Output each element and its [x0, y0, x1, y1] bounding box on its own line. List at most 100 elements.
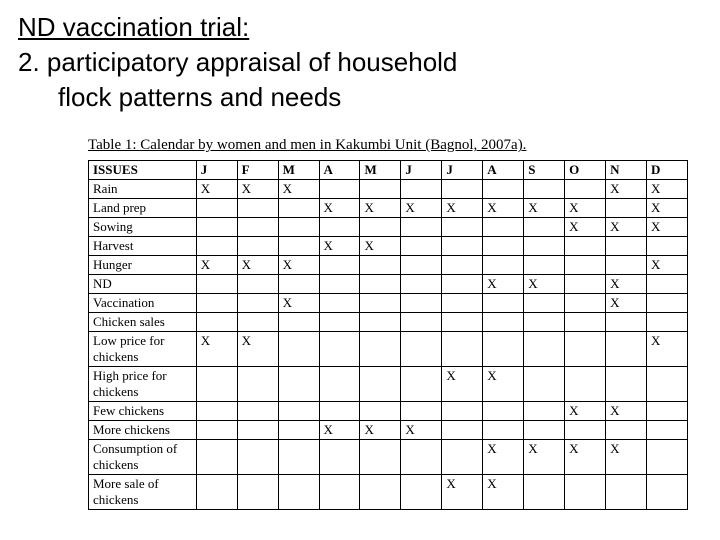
header-month: J [196, 161, 237, 180]
table-cell [319, 440, 360, 475]
table-cell [606, 313, 647, 332]
table-cell [237, 275, 278, 294]
table-cell [483, 256, 524, 275]
table-cell [319, 275, 360, 294]
table-cell: X [360, 237, 401, 256]
table-body: RainXXXXXLand prepXXXXXXXXSowingXXXHarve… [89, 180, 688, 510]
table-cell: X [647, 332, 688, 367]
table-cell [278, 237, 319, 256]
table-cell [606, 475, 647, 510]
table-cell [278, 199, 319, 218]
table-cell [647, 475, 688, 510]
table-cell: X [237, 332, 278, 367]
calendar-table: ISSUESJFMAMJJASOND RainXXXXXLand prepXXX… [88, 160, 688, 510]
table-row: SowingXXX [89, 218, 688, 237]
table-cell [196, 199, 237, 218]
table-cell [401, 218, 442, 237]
table-cell [442, 218, 483, 237]
row-label: Rain [89, 180, 197, 199]
table-cell [483, 218, 524, 237]
row-label: Sowing [89, 218, 197, 237]
table-cell [524, 402, 565, 421]
table-cell [237, 421, 278, 440]
table-cell [524, 180, 565, 199]
table-cell: X [483, 367, 524, 402]
table-cell [237, 402, 278, 421]
table-cell [237, 367, 278, 402]
table-cell [237, 218, 278, 237]
table-cell [647, 421, 688, 440]
table-cell [401, 275, 442, 294]
table-cell [647, 402, 688, 421]
table-cell [319, 180, 360, 199]
table-cell [401, 402, 442, 421]
table-cell [647, 440, 688, 475]
table-cell [483, 180, 524, 199]
table-cell [319, 367, 360, 402]
table-cell [565, 332, 606, 367]
table-row: Land prepXXXXXXXX [89, 199, 688, 218]
row-label: Land prep [89, 199, 197, 218]
table-cell [483, 294, 524, 313]
table-cell [606, 421, 647, 440]
table-cell [360, 218, 401, 237]
header-month: F [237, 161, 278, 180]
table-cell: X [647, 180, 688, 199]
table-cell [278, 421, 319, 440]
table-cell: X [360, 421, 401, 440]
table-cell [401, 180, 442, 199]
table-cell [401, 475, 442, 510]
table-cell [196, 275, 237, 294]
table-cell [524, 218, 565, 237]
row-label: Hunger [89, 256, 197, 275]
table-cell [647, 313, 688, 332]
table-cell [196, 367, 237, 402]
table-cell [524, 237, 565, 256]
table-cell [483, 313, 524, 332]
table-cell [442, 313, 483, 332]
table-cell: X [565, 440, 606, 475]
table-cell [278, 275, 319, 294]
table-cell [524, 294, 565, 313]
table-cell [524, 421, 565, 440]
row-label: More sale of chickens [89, 475, 197, 510]
table-header: ISSUESJFMAMJJASOND [89, 161, 688, 180]
table-cell [606, 256, 647, 275]
table-cell: X [319, 421, 360, 440]
table-cell [319, 402, 360, 421]
table-cell: X [606, 294, 647, 313]
table-cell: X [565, 402, 606, 421]
table-cell [360, 332, 401, 367]
table-cell [647, 367, 688, 402]
table-row: More chickensXXX [89, 421, 688, 440]
table-cell [278, 218, 319, 237]
table-cell [196, 475, 237, 510]
table-cell [442, 440, 483, 475]
table-cell [524, 256, 565, 275]
table-cell [442, 402, 483, 421]
table-cell: X [483, 199, 524, 218]
table-cell [278, 367, 319, 402]
table-cell [401, 256, 442, 275]
table-cell [565, 421, 606, 440]
table-cell [278, 440, 319, 475]
table-cell [237, 237, 278, 256]
table-cell [401, 237, 442, 256]
table-cell: X [319, 237, 360, 256]
table-cell [442, 180, 483, 199]
table-cell: X [237, 256, 278, 275]
table-row: HarvestXX [89, 237, 688, 256]
table-cell [442, 237, 483, 256]
table-cell [483, 421, 524, 440]
table-cell [360, 313, 401, 332]
table-cell [278, 332, 319, 367]
table-cell [647, 275, 688, 294]
table-cell [401, 332, 442, 367]
table-cell: X [442, 199, 483, 218]
table-cell [401, 294, 442, 313]
slide-heading: ND vaccination trial: 2. participatory a… [18, 10, 702, 115]
table-cell: X [483, 275, 524, 294]
table-cell: X [647, 256, 688, 275]
table-cell: X [483, 475, 524, 510]
table-cell [360, 475, 401, 510]
